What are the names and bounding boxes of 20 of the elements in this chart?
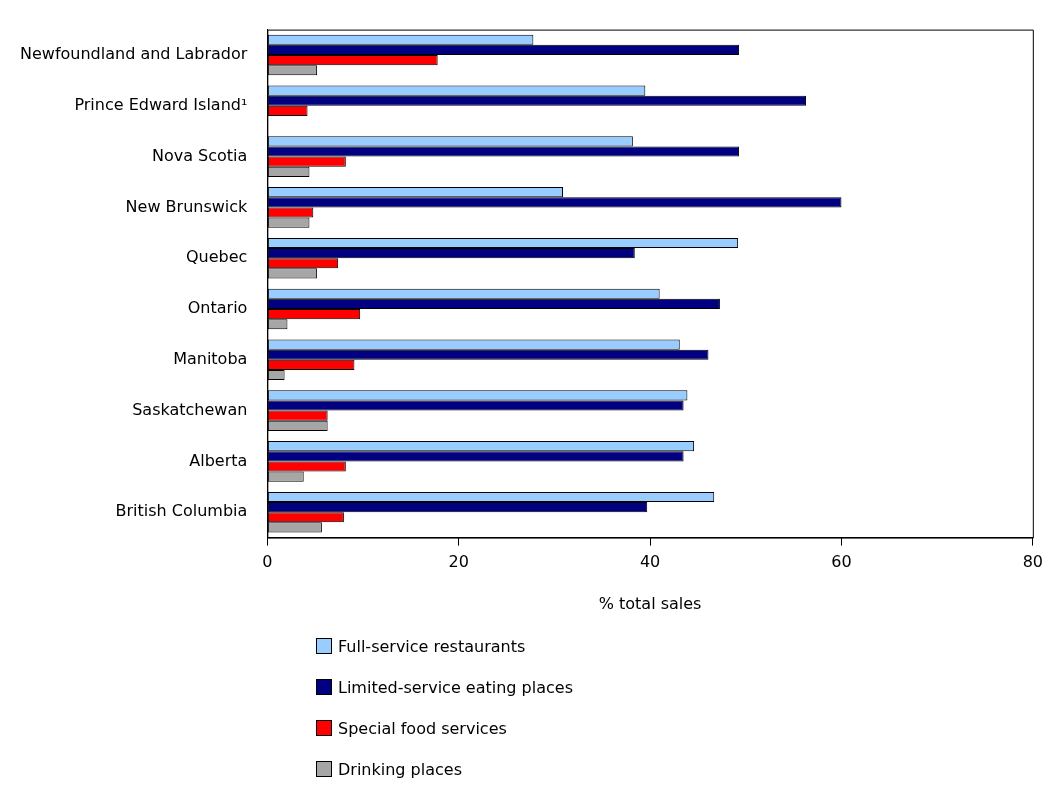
y-tick-label: Nova Scotia — [151, 145, 248, 165]
y-tick-label: Prince Edward Island¹ — [74, 94, 248, 114]
y-tick-label: Saskatchewan — [132, 399, 248, 419]
legend-label: Full-service restaurants — [338, 636, 526, 656]
y-tick-label: Quebec — [185, 247, 248, 267]
legend-label: Special food services — [338, 718, 507, 738]
legend-label: Drinking places — [338, 759, 462, 779]
x-axis-title: % total sales — [598, 593, 702, 613]
x-tick-label: 60 — [831, 552, 852, 572]
y-tick-label: Manitoba — [173, 348, 248, 368]
y-tick-label: British Columbia — [115, 501, 248, 521]
x-tick-label: 20 — [448, 552, 469, 572]
y-tick-label: Alberta — [189, 450, 248, 470]
y-tick-label: Ontario — [187, 298, 248, 318]
y-tick-label: Newfoundland and Labrador — [20, 44, 248, 64]
x-tick-label: 0 — [262, 552, 273, 572]
legend-label: Limited-service eating places — [338, 677, 573, 697]
x-tick-label: 40 — [639, 552, 661, 572]
x-tick-label: 80 — [1022, 552, 1043, 572]
y-tick-label: New Brunswick — [125, 196, 249, 216]
